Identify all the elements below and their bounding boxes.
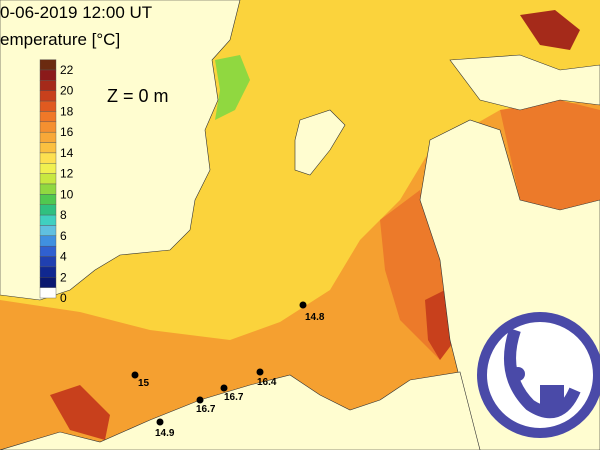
colorbar-band xyxy=(39,69,57,81)
colorbar-tick-label: 6 xyxy=(60,229,67,243)
land-estonia xyxy=(449,54,600,111)
colorbar-tick-label: 0 xyxy=(60,291,67,305)
colorbar-band xyxy=(39,100,57,112)
colorbar-band xyxy=(39,287,57,299)
title: 0-06-2019 12:00 UT xyxy=(0,3,152,22)
colorbar-band xyxy=(39,131,57,143)
colorbar-band xyxy=(39,266,57,278)
hot-water xyxy=(50,385,110,440)
station-dot xyxy=(196,396,204,404)
station-label: 15 xyxy=(138,378,150,389)
station-dot xyxy=(220,384,228,392)
colorbar-tick-label: 2 xyxy=(60,270,67,284)
colorbar-band xyxy=(39,59,57,71)
land-gotland xyxy=(294,109,346,176)
colorbar-band xyxy=(39,245,57,257)
colorbar-band xyxy=(39,183,57,195)
station-dot xyxy=(299,301,307,309)
hot-water xyxy=(520,10,580,50)
station-dot xyxy=(256,368,264,376)
colorbar-band xyxy=(39,152,57,164)
colorbar-band xyxy=(39,80,57,91)
colorbar-tick-label: 22 xyxy=(60,63,74,77)
colorbar-band xyxy=(39,111,57,123)
colorbar-tick-label: 18 xyxy=(60,104,74,118)
colorbar-tick-label: 14 xyxy=(60,146,74,160)
colorbar-band xyxy=(39,235,57,247)
colorbar-band xyxy=(39,214,57,226)
colorbar-tick-label: 4 xyxy=(60,250,67,264)
colorbar-band xyxy=(39,142,57,154)
subtitle: emperature [°C] xyxy=(0,30,120,49)
logo xyxy=(477,312,600,438)
station-label: 14.9 xyxy=(155,428,175,439)
colorbar-tick-label: 12 xyxy=(60,167,74,181)
station-dot xyxy=(131,371,139,379)
colorbar-band xyxy=(39,90,57,102)
colorbar-band xyxy=(39,163,57,174)
colorbar-band xyxy=(39,173,57,185)
colorbar-tick-label: 8 xyxy=(60,208,67,222)
station-label: 16.7 xyxy=(224,392,244,403)
depth-label: Z = 0 m xyxy=(107,86,169,106)
stations: 14.8 15 16.7 16.4 16.7 14.9 xyxy=(131,301,325,439)
land-poland xyxy=(0,371,481,450)
cool-water xyxy=(215,55,250,120)
colorbar-band xyxy=(39,204,57,216)
colorbar-band xyxy=(39,256,57,268)
colorbar-tick-label: 16 xyxy=(60,125,74,139)
station-label: 16.7 xyxy=(196,404,216,415)
colorbar-tick-label: 20 xyxy=(60,84,74,98)
warmer-water xyxy=(500,100,600,210)
station-label: 14.8 xyxy=(305,312,325,323)
colorbar-band xyxy=(39,194,57,205)
colorbar-tick-label: 10 xyxy=(60,187,74,201)
station-dot xyxy=(156,418,164,426)
station-label: 16.4 xyxy=(257,377,277,388)
colorbar-band xyxy=(39,277,57,288)
colorbar-band xyxy=(39,121,57,133)
colorbar-band xyxy=(39,225,57,237)
